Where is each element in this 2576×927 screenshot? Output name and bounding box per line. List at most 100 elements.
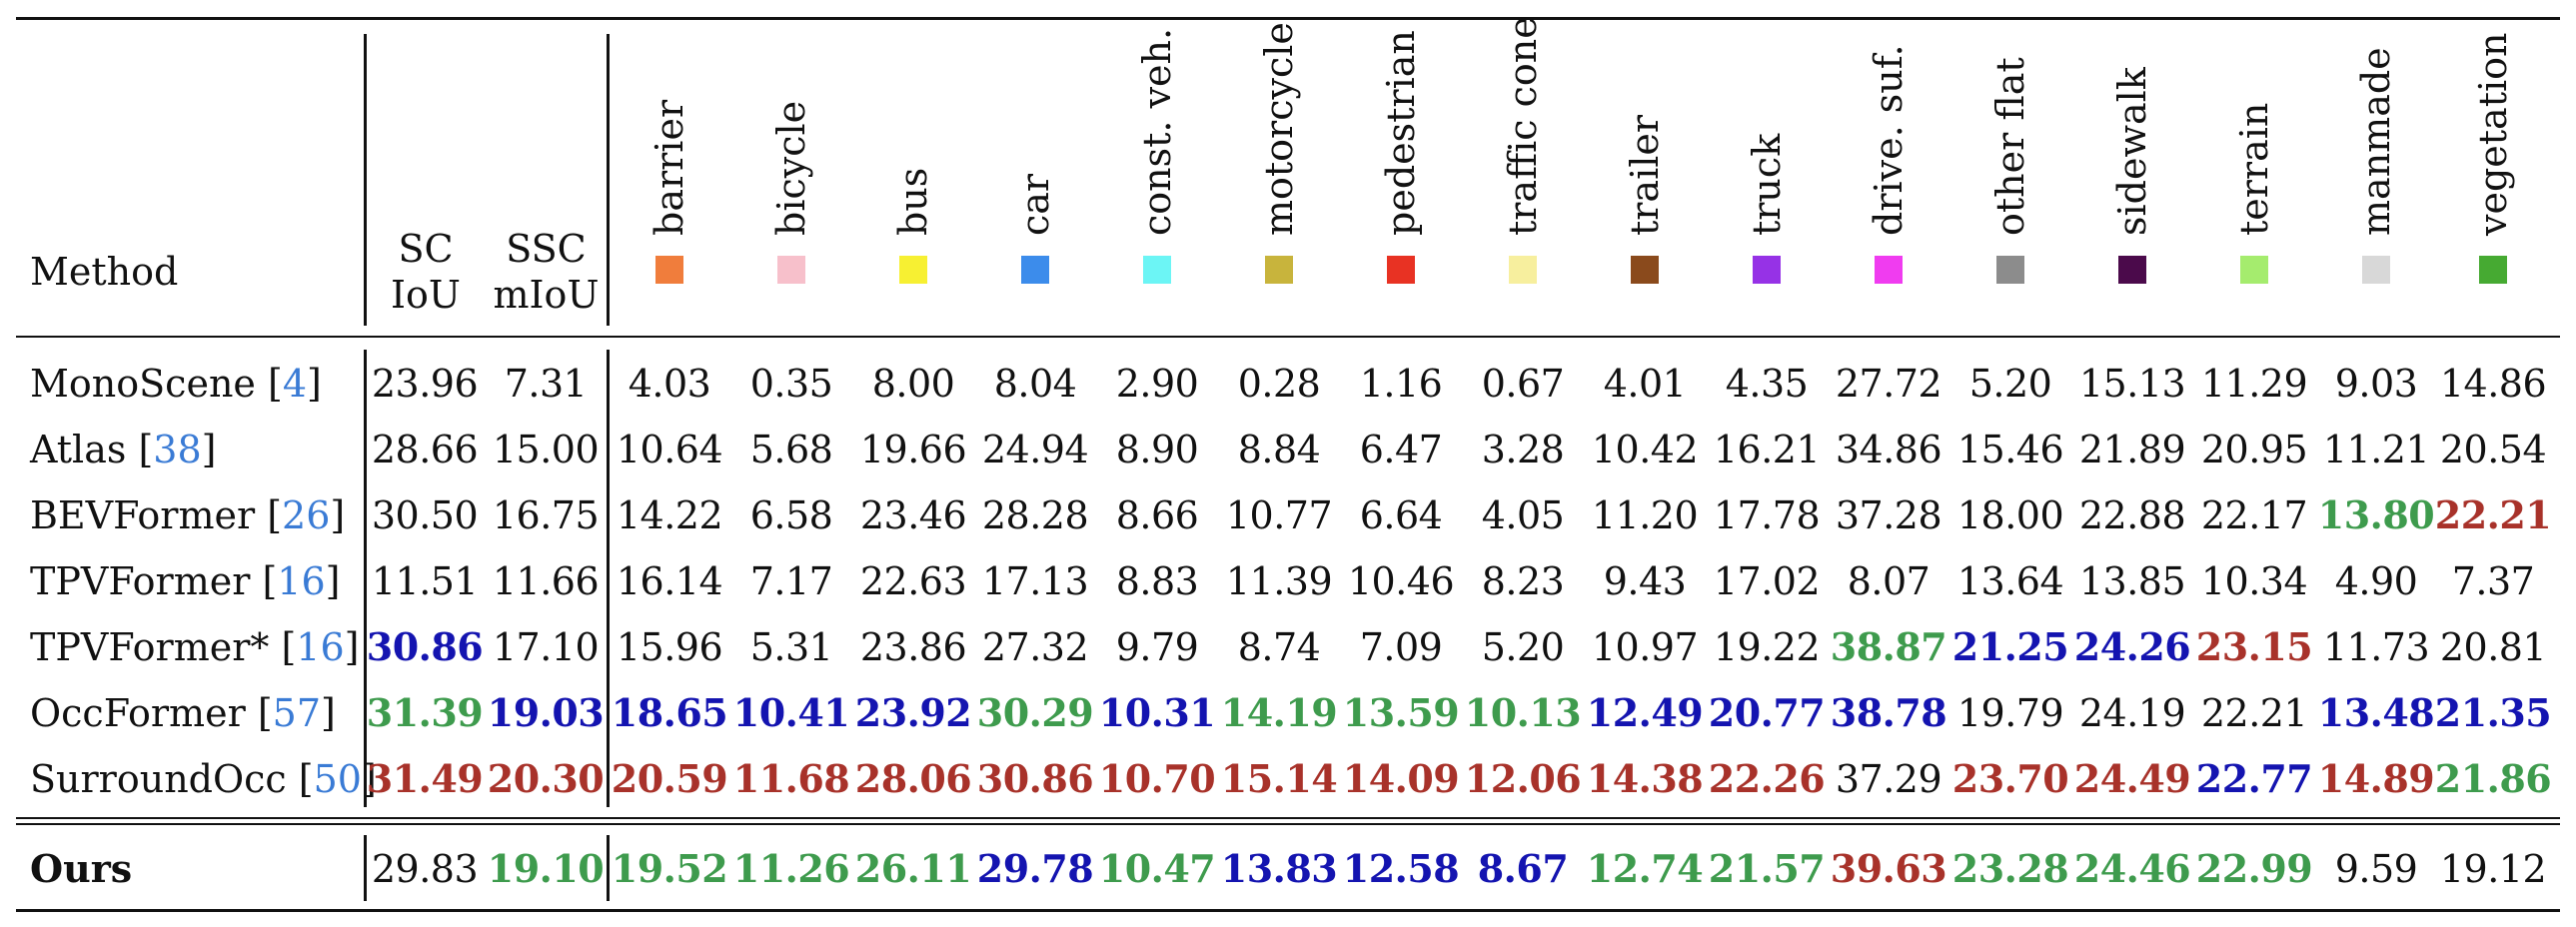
vline-method-header [364, 34, 367, 326]
ssc-header: SSC mIoU [486, 226, 607, 318]
method-label: MonoScene [30, 362, 256, 406]
table-cell: 11.73 [2322, 625, 2430, 669]
table-cell: 22.21 [2200, 691, 2308, 735]
header-rule [16, 336, 2560, 338]
sc-header: SC IoU [366, 226, 486, 318]
class-swatch-other-flat [1996, 256, 2024, 284]
vline-metrics-ours [607, 835, 610, 901]
table-cell: 2.90 [1115, 362, 1199, 406]
table-cell: 27.32 [981, 625, 1089, 669]
citation-link[interactable]: 38 [153, 428, 202, 471]
table-cell: 23.46 [859, 493, 967, 537]
table-cell: 22.77 [2195, 756, 2313, 801]
class-header-const-veh: const. veh. [1135, 27, 1179, 236]
citation-link[interactable]: 16 [277, 559, 326, 603]
table-cell: 11.68 [732, 756, 850, 801]
method-name-ours: Ours [30, 846, 133, 891]
top-rule [16, 17, 2560, 20]
table-cell: 27.72 [1835, 362, 1942, 406]
table-cell: 18.00 [1956, 493, 2064, 537]
class-swatch-car [1021, 256, 1049, 284]
table-cell: 16.75 [492, 493, 600, 537]
class-header-truck: truck [1745, 133, 1789, 236]
table-cell: 26.11 [854, 846, 972, 891]
table-cell: 4.01 [1603, 362, 1687, 406]
table-cell: 4.90 [2334, 559, 2418, 603]
table-cell: 0.67 [1481, 362, 1565, 406]
citation-link[interactable]: 50 [313, 757, 362, 801]
class-header-sidewalk: sidewalk [2110, 67, 2154, 236]
table-cell: 19.66 [859, 428, 967, 471]
table-cell: 20.95 [2200, 428, 2308, 471]
citation-link[interactable]: 26 [282, 493, 331, 537]
citation-link[interactable]: 57 [272, 691, 322, 735]
table-cell: 5.31 [749, 625, 833, 669]
table-cell: 14.89 [2317, 756, 2435, 801]
class-swatch-trailer [1631, 256, 1659, 284]
table-cell: 10.77 [1225, 493, 1333, 537]
table-cell: 23.70 [1951, 756, 2069, 801]
table-cell: 38.78 [1830, 690, 1947, 735]
citation-link[interactable]: 16 [296, 625, 345, 669]
table-cell: 29.83 [371, 847, 479, 891]
table-cell: 19.22 [1713, 625, 1821, 669]
method-name: BEVFormer [26] [30, 493, 346, 537]
table-cell: 6.58 [749, 493, 833, 537]
ours-separator-rule-1 [16, 817, 2560, 819]
table-cell: 19.79 [1956, 691, 2064, 735]
table-cell: 12.74 [1586, 846, 1704, 891]
class-header-manmade: manmade [2354, 47, 2398, 236]
table-cell: 8.04 [993, 362, 1077, 406]
table-cell: 22.26 [1708, 756, 1826, 801]
table-cell: 18.65 [611, 690, 728, 735]
table-cell: 24.94 [981, 428, 1089, 471]
table-cell: 24.26 [2073, 624, 2191, 669]
table-cell: 14.86 [2439, 362, 2547, 406]
sc-header-line2: IoU [391, 273, 461, 317]
class-header-motorcycle: motorcycle [1257, 22, 1301, 236]
class-swatch-manmade [2362, 256, 2390, 284]
table-cell: 14.22 [616, 493, 723, 537]
method-label: TPVFormer* [30, 625, 270, 669]
table-cell: 7.09 [1359, 625, 1443, 669]
table-cell: 17.02 [1713, 559, 1821, 603]
method-label: TPVFormer [30, 559, 251, 603]
table-cell: 10.46 [1347, 559, 1455, 603]
ssc-header-line1: SSC [506, 227, 587, 271]
table-cell: 12.06 [1464, 756, 1582, 801]
table-cell: 10.31 [1098, 690, 1216, 735]
ssc-header-line2: mIoU [493, 273, 600, 317]
table-cell: 10.41 [732, 690, 850, 735]
table-cell: 7.31 [504, 362, 588, 406]
table-cell: 0.28 [1237, 362, 1321, 406]
method-name: TPVFormer [16] [30, 559, 341, 603]
class-header-pedestrian: pedestrian [1379, 30, 1423, 236]
table-cell: 23.96 [371, 362, 479, 406]
table-cell: 15.13 [2078, 362, 2186, 406]
table-cell: 4.05 [1481, 493, 1565, 537]
table-cell: 15.00 [492, 428, 600, 471]
table-cell: 15.96 [616, 625, 723, 669]
vline-metrics-body [607, 350, 610, 807]
table-cell: 12.49 [1586, 690, 1704, 735]
table-cell: 30.50 [371, 493, 479, 537]
table-cell: 16.21 [1713, 428, 1821, 471]
class-header-car: car [1013, 173, 1057, 236]
class-header-other-flat: other flat [1988, 57, 2032, 236]
table-cell: 8.00 [871, 362, 955, 406]
table-cell: 13.59 [1342, 690, 1460, 735]
table-cell: 21.89 [2078, 428, 2186, 471]
method-name: MonoScene [4] [30, 362, 322, 406]
vline-method-body [364, 350, 367, 807]
table-cell: 23.92 [854, 690, 972, 735]
table-cell: 20.81 [2439, 625, 2547, 669]
table-cell: 31.39 [366, 690, 484, 735]
citation-link[interactable]: 4 [282, 362, 307, 406]
class-swatch-vegetation [2479, 256, 2507, 284]
table-cell: 11.51 [371, 559, 479, 603]
sc-header-line1: SC [398, 227, 454, 271]
table-cell: 21.86 [2434, 756, 2552, 801]
table-cell: 8.74 [1237, 625, 1321, 669]
table-cell: 31.49 [366, 756, 484, 801]
table-cell: 28.06 [854, 756, 972, 801]
